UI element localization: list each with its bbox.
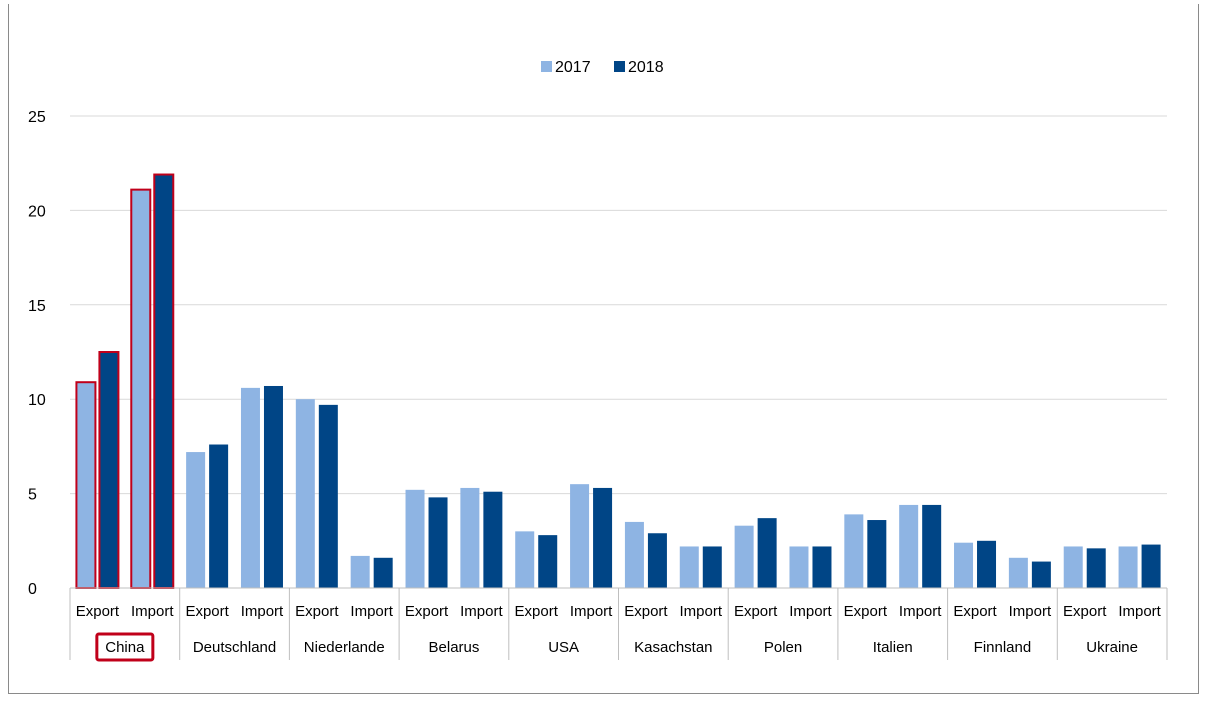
bar-2017-kasachstan-export	[624, 521, 644, 588]
bar-2017-usa-import	[570, 484, 590, 588]
y-tick-label: 15	[28, 298, 46, 315]
legend-label-2018: 2018	[628, 59, 664, 76]
x-country-label: USA	[548, 639, 579, 656]
bars	[75, 173, 1161, 590]
x-sublabel: Export	[76, 603, 120, 620]
x-sublabel: Import	[1009, 603, 1052, 620]
x-sublabel: Import	[131, 603, 174, 620]
bar-2017-finnland-import	[1008, 557, 1028, 588]
x-sublabel: Export	[405, 603, 449, 620]
x-sublabel: Export	[844, 603, 888, 620]
bar-2018-deutschland-export	[209, 444, 229, 588]
bar-2017-niederlande-export	[295, 399, 315, 588]
bar-2017-niederlande-import	[350, 555, 370, 588]
y-tick-label: 25	[28, 109, 46, 126]
bar-2018-polen-import	[812, 546, 832, 588]
bar-2018-usa-export	[538, 535, 558, 588]
x-country-label: Kasachstan	[634, 639, 712, 656]
x-axis: Export Import China Export Import Deutschland…	[69, 587, 1168, 662]
bar-2018-finnland-export	[977, 540, 997, 588]
bar-2018-ukraine-import	[1141, 544, 1161, 588]
bar-2018-usa-import	[593, 487, 613, 588]
bar-2017-belarus-export	[405, 489, 425, 588]
y-axis-ticks: 0 5 10 15 20 25	[28, 109, 46, 598]
x-sublabel: Import	[241, 603, 284, 620]
bar-2018-belarus-export	[428, 497, 448, 588]
bar-2017-ukraine-import	[1118, 546, 1138, 588]
bar-2018-niederlande-export	[318, 404, 338, 588]
bar-2017-italien-export	[844, 514, 864, 588]
bar-2018-kasachstan-import	[702, 546, 722, 588]
x-country-label: Polen	[764, 639, 802, 656]
bar-2017-china-export	[75, 381, 97, 590]
y-tick-label: 0	[28, 581, 37, 598]
legend-label-2017: 2017	[555, 59, 591, 76]
highlight-box	[95, 632, 155, 662]
x-sublabel: Import	[789, 603, 832, 620]
legend-swatch-2017	[541, 61, 552, 72]
x-sublabel: Export	[515, 603, 559, 620]
bar-2017-deutschland-export	[186, 452, 206, 588]
bar-2018-italien-export	[867, 520, 887, 588]
y-tick-label: 10	[28, 392, 46, 409]
x-country-label: Ukraine	[1086, 639, 1138, 656]
bar-2017-belarus-import	[460, 487, 480, 588]
bar-2018-niederlande-import	[373, 557, 393, 588]
x-country-label: Belarus	[429, 639, 480, 656]
bar-2017-deutschland-import	[240, 387, 260, 588]
x-country-label: Niederlande	[304, 639, 385, 656]
bar-2017-polen-import	[789, 546, 809, 588]
x-country-label: Finnland	[974, 639, 1032, 656]
bar-2018-italien-import	[922, 504, 942, 588]
bar-2017-usa-export	[515, 531, 535, 588]
x-sublabel: Export	[1063, 603, 1107, 620]
x-country-label: China	[105, 639, 145, 656]
bar-2018-china-import	[153, 173, 175, 589]
x-sublabel: Import	[1118, 603, 1161, 620]
x-sublabel: Import	[460, 603, 503, 620]
legend-swatch-2018	[614, 61, 625, 72]
bar-2017-polen-export	[734, 525, 754, 588]
bar-2018-polen-export	[757, 518, 777, 588]
x-country-label: Italien	[873, 639, 913, 656]
x-sublabel: Export	[953, 603, 997, 620]
x-country-label: Deutschland	[193, 639, 276, 656]
x-sublabel: Import	[570, 603, 613, 620]
bar-2018-finnland-import	[1031, 561, 1051, 588]
bar-2017-ukraine-export	[1063, 546, 1083, 588]
bar-2018-kasachstan-export	[647, 533, 667, 588]
y-tick-label: 20	[28, 203, 46, 220]
y-tick-label: 5	[28, 487, 37, 504]
bar-2018-china-export	[98, 351, 120, 589]
x-sublabel: Import	[899, 603, 942, 620]
bar-2018-belarus-import	[483, 491, 503, 588]
bar-2017-italien-import	[899, 504, 919, 588]
x-sublabel: Export	[185, 603, 229, 620]
x-sublabel: Export	[624, 603, 668, 620]
x-sublabel: Export	[734, 603, 778, 620]
bar-2017-china-import	[130, 188, 152, 590]
bar-2018-deutschland-import	[263, 385, 283, 588]
x-sublabel: Import	[350, 603, 393, 620]
bar-2017-finnland-export	[954, 542, 974, 588]
x-sublabel: Import	[680, 603, 723, 620]
chart-frame	[8, 4, 1199, 694]
bar-2018-ukraine-export	[1086, 548, 1106, 588]
gridlines	[70, 115, 1167, 495]
x-sublabel: Export	[295, 603, 339, 620]
bar-2017-kasachstan-import	[679, 546, 699, 588]
legend: 2017 2018	[541, 59, 664, 76]
